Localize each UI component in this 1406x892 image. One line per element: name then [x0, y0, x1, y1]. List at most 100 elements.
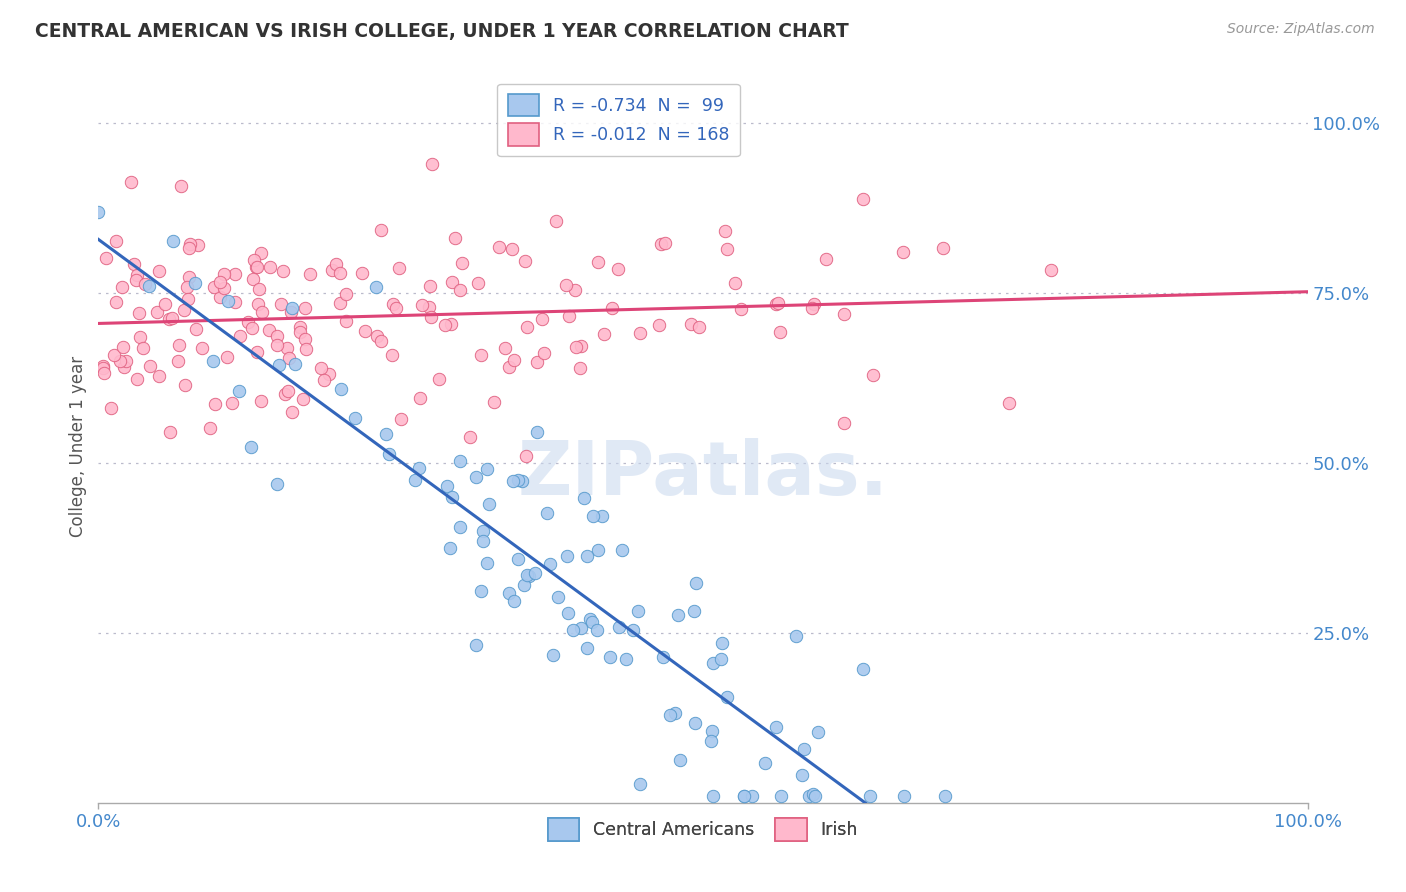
Point: [793, 741, 815, 756]
Point: [801, 787, 824, 801]
Point: [245, 260, 267, 275]
Point: [513, 578, 536, 592]
Point: [249, 245, 271, 260]
Point: [103, 348, 125, 362]
Point: [506, 473, 529, 487]
Point: [506, 552, 529, 566]
Point: [246, 345, 269, 359]
Point: [588, 542, 610, 557]
Point: [281, 301, 304, 315]
Point: [246, 297, 269, 311]
Point: [562, 623, 585, 637]
Point: [321, 263, 343, 277]
Point: [290, 320, 312, 334]
Point: [470, 584, 492, 599]
Point: [716, 242, 738, 256]
Point: [569, 621, 592, 635]
Point: [240, 440, 263, 454]
Point: [472, 524, 495, 539]
Point: [270, 297, 292, 311]
Point: [352, 266, 374, 280]
Point: [159, 425, 181, 440]
Point: [440, 490, 463, 504]
Point: [769, 326, 792, 340]
Point: [586, 255, 609, 269]
Point: [236, 315, 259, 329]
Point: [536, 506, 558, 520]
Point: [569, 338, 592, 352]
Point: [389, 411, 412, 425]
Point: [702, 789, 724, 803]
Point: [184, 276, 207, 290]
Point: [564, 339, 586, 353]
Point: [250, 394, 273, 409]
Point: [335, 314, 357, 328]
Point: [593, 327, 616, 342]
Point: [891, 245, 914, 260]
Point: [569, 361, 592, 376]
Point: [797, 789, 820, 803]
Point: [465, 469, 488, 483]
Point: [682, 604, 704, 618]
Point: [434, 318, 457, 332]
Point: [804, 789, 827, 803]
Point: [229, 329, 252, 343]
Point: [212, 281, 235, 295]
Point: [765, 720, 787, 734]
Point: [179, 236, 201, 251]
Point: [498, 359, 520, 374]
Point: [730, 302, 752, 317]
Point: [314, 373, 336, 387]
Point: [503, 352, 526, 367]
Point: [420, 157, 443, 171]
Point: [382, 297, 405, 311]
Point: [502, 474, 524, 488]
Point: [204, 397, 226, 411]
Point: [710, 652, 733, 666]
Point: [666, 608, 689, 623]
Point: [602, 301, 624, 316]
Point: [277, 384, 299, 398]
Point: [436, 478, 458, 492]
Text: ZIPatlas.: ZIPatlas.: [517, 438, 889, 511]
Point: [733, 789, 755, 803]
Point: [679, 317, 702, 331]
Point: [440, 275, 463, 289]
Point: [440, 317, 463, 331]
Point: [155, 296, 177, 310]
Point: [148, 264, 170, 278]
Point: [309, 360, 332, 375]
Point: [419, 278, 441, 293]
Point: [998, 396, 1021, 410]
Point: [87, 205, 110, 219]
Point: [716, 690, 738, 705]
Point: [769, 789, 792, 803]
Point: [148, 368, 170, 383]
Point: [470, 348, 492, 362]
Point: [250, 305, 273, 319]
Point: [648, 318, 671, 332]
Point: [538, 557, 561, 571]
Point: [790, 768, 813, 782]
Point: [765, 297, 787, 311]
Point: [280, 305, 302, 319]
Point: [859, 789, 882, 803]
Point: [247, 282, 270, 296]
Point: [259, 322, 281, 336]
Point: [221, 396, 243, 410]
Point: [366, 329, 388, 343]
Point: [465, 638, 488, 652]
Point: [100, 401, 122, 416]
Point: [501, 242, 523, 256]
Text: CENTRAL AMERICAN VS IRISH COLLEGE, UNDER 1 YEAR CORRELATION CHART: CENTRAL AMERICAN VS IRISH COLLEGE, UNDER…: [35, 22, 849, 41]
Point: [295, 343, 318, 357]
Point: [702, 723, 724, 738]
Point: [628, 777, 651, 791]
Point: [934, 789, 956, 803]
Point: [554, 277, 576, 292]
Point: [184, 322, 207, 336]
Point: [510, 474, 533, 488]
Point: [609, 620, 631, 634]
Point: [575, 549, 598, 563]
Point: [217, 293, 239, 308]
